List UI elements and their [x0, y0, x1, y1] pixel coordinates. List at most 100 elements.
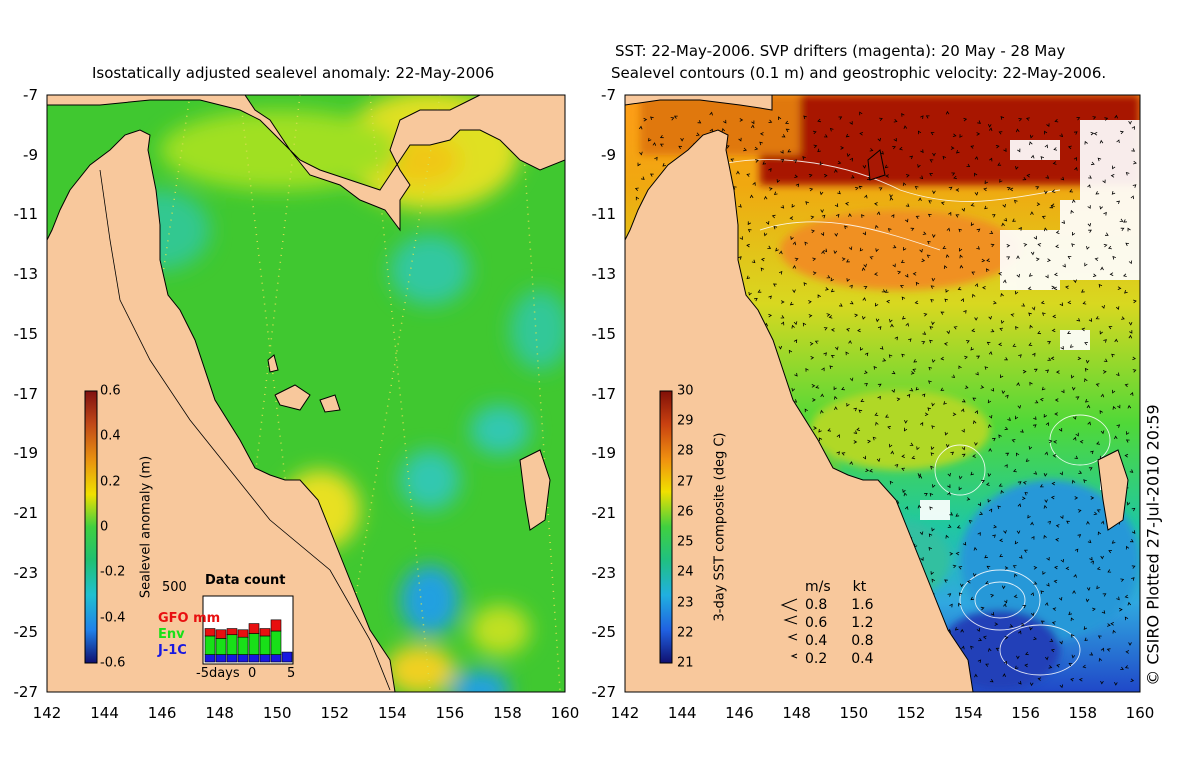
velocity-vector [1086, 587, 1091, 591]
velocity-vector [838, 116, 843, 120]
velocity-vector [970, 203, 975, 207]
velocity-vector [812, 130, 817, 135]
longitude-label: 148 [782, 704, 811, 722]
velocity-vector [1067, 145, 1072, 150]
velocity-vector [959, 247, 963, 252]
velocity-vector [849, 121, 853, 125]
velocity-vector [643, 117, 648, 122]
velocity-vector [987, 473, 992, 478]
velocity-vector [1109, 272, 1114, 276]
velocity-vector [849, 461, 853, 465]
velocity-vector [973, 420, 977, 424]
latitude-label: -27 [591, 683, 617, 701]
velocity-vector [964, 355, 968, 360]
velocity-vector [984, 366, 989, 370]
velocity-vector [912, 272, 917, 276]
velocity-vector [1022, 369, 1027, 374]
velocity-vector [1067, 300, 1072, 305]
velocity-vector [915, 281, 920, 286]
velocity-vector [862, 231, 866, 236]
velocity-vector [957, 286, 962, 291]
velocity-vector [986, 258, 991, 262]
velocity-vector [759, 132, 764, 136]
velocity-vector [1005, 452, 1010, 456]
velocity-vector [1081, 289, 1085, 293]
velocity-vector [1127, 404, 1132, 409]
velocity-vector [1026, 173, 1031, 178]
velocity-vector [929, 173, 933, 177]
velocity-vector [1130, 195, 1134, 200]
data-count-bar-env [204, 635, 216, 655]
velocity-vector [949, 603, 953, 608]
longitude-label: 146 [725, 704, 754, 722]
velocity-vector [872, 436, 877, 441]
velocity-vector [988, 414, 993, 419]
velocity-vector [1055, 230, 1060, 234]
velocity-vector [903, 492, 908, 497]
velocity-arrow-0.8 [780, 598, 798, 612]
velocity-vector [889, 318, 893, 323]
velocity-vector [659, 134, 664, 139]
longitude-label: 158 [493, 704, 522, 722]
velocity-vector [1112, 255, 1116, 260]
velocity-vector [861, 214, 865, 218]
velocity-arrow-0.4 [787, 633, 798, 641]
velocity-vector [853, 430, 858, 434]
velocity-vector [1086, 404, 1091, 409]
velocity-vector [970, 645, 974, 650]
velocity-vector [1108, 326, 1113, 330]
velocity-vector [809, 342, 814, 346]
velocity-vector [890, 450, 894, 455]
velocity-vector [884, 289, 889, 293]
velocity-vector [695, 132, 700, 136]
velocity-vector [1127, 601, 1132, 606]
velocity-vector [1131, 148, 1136, 152]
velocity-vector [908, 338, 912, 342]
velocity-vector [977, 531, 981, 536]
velocity-vector [850, 175, 855, 179]
latitude-label: -13 [13, 265, 39, 284]
velocity-vector [810, 215, 815, 220]
longitude-label: 142 [32, 704, 62, 722]
sealevel-contours [699, 159, 1111, 676]
velocity-vector [754, 146, 759, 151]
latitude-label: -7 [23, 86, 38, 104]
velocity-vector [919, 422, 924, 426]
velocity-vector [789, 216, 794, 220]
velocity-vector [945, 288, 949, 293]
velocity-vector [709, 111, 713, 116]
velocity-vector [780, 150, 784, 154]
velocity-vector [930, 465, 934, 470]
velocity-vector [1043, 504, 1048, 509]
longitude-label: 156 [1011, 704, 1040, 722]
velocity-vector [1043, 413, 1047, 418]
velocity-vector [1021, 303, 1026, 307]
velocity-vector [981, 479, 985, 484]
velocity-vector [746, 243, 750, 248]
velocity-vector [972, 293, 976, 298]
velocity-vector [1044, 190, 1048, 195]
velocity-vector [945, 534, 949, 539]
velocity-vector [932, 190, 936, 195]
velocity-vector [901, 353, 905, 358]
velocity-vector [900, 259, 905, 264]
data-count-bar-env [237, 636, 249, 655]
latitude-label: -23 [13, 563, 39, 582]
velocity-vector [918, 197, 922, 201]
velocity-vector [637, 162, 641, 167]
left-island-1 [274, 384, 311, 411]
velocity-vector [1094, 257, 1099, 262]
velocity-vector [947, 593, 952, 597]
velocity-vector [697, 120, 702, 124]
velocity-vector [1127, 227, 1131, 232]
velocity-vector [747, 229, 752, 233]
velocity-vector [834, 169, 838, 173]
velocity-vector [1033, 416, 1037, 421]
velocity-vector [1114, 338, 1118, 343]
velocity-vector [1009, 187, 1014, 192]
velocity-vector [673, 115, 678, 119]
velocity-vector [862, 297, 866, 301]
velocity-vector [826, 275, 831, 279]
velocity-vector [1087, 184, 1091, 188]
velocity-vector [998, 131, 1003, 135]
